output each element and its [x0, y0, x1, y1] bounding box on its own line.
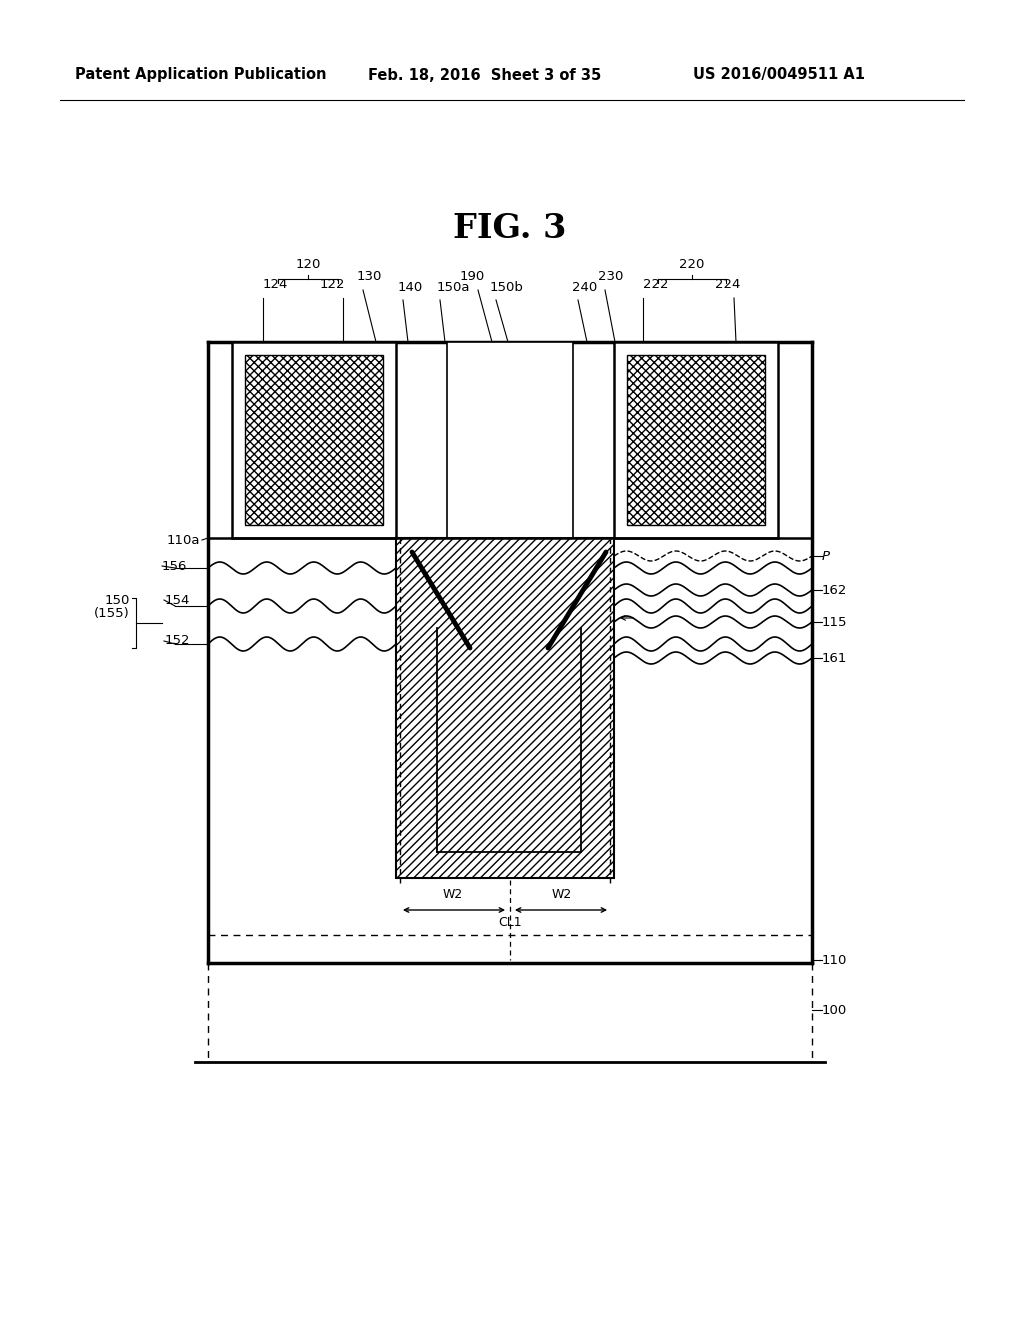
Text: FIG. 3: FIG. 3 [454, 211, 566, 244]
Text: 220: 220 [679, 257, 705, 271]
Bar [396, 539, 614, 878]
Text: W2: W2 [552, 888, 572, 902]
Text: P: P [822, 549, 830, 562]
Bar [232, 342, 396, 539]
Text: 152: 152 [165, 635, 190, 648]
Text: 120: 120 [295, 257, 321, 271]
Text: 230: 230 [598, 271, 624, 282]
Bar [447, 342, 573, 539]
Text: 115: 115 [822, 615, 848, 628]
Bar [614, 342, 778, 539]
Text: 110: 110 [822, 953, 848, 966]
Bar [245, 355, 383, 525]
Text: 156: 156 [162, 560, 187, 573]
Text: US 2016/0049511 A1: US 2016/0049511 A1 [693, 67, 865, 82]
Text: (155): (155) [94, 607, 130, 620]
Text: 154: 154 [165, 594, 190, 606]
Text: 222: 222 [643, 279, 669, 290]
Text: 240: 240 [572, 281, 597, 294]
Text: 122: 122 [319, 279, 345, 290]
Text: 150: 150 [104, 594, 130, 606]
Bar [232, 342, 396, 539]
Text: 190: 190 [460, 271, 484, 282]
Text: 124: 124 [262, 279, 288, 290]
Text: 140: 140 [398, 281, 423, 294]
Text: 161: 161 [822, 652, 848, 664]
Text: Feb. 18, 2016  Sheet 3 of 35: Feb. 18, 2016 Sheet 3 of 35 [368, 67, 601, 82]
Text: 150b: 150b [490, 281, 524, 294]
Text: 162: 162 [822, 583, 848, 597]
Bar [627, 355, 765, 525]
Bar [614, 342, 778, 539]
Text: W2: W2 [442, 888, 463, 902]
Text: 100: 100 [822, 1003, 847, 1016]
Text: 130: 130 [357, 271, 382, 282]
Text: 110a: 110a [167, 533, 200, 546]
Text: 224: 224 [716, 279, 740, 290]
Text: CL1: CL1 [499, 916, 522, 928]
Text: 150a: 150a [437, 281, 470, 294]
Text: Patent Application Publication: Patent Application Publication [75, 67, 327, 82]
